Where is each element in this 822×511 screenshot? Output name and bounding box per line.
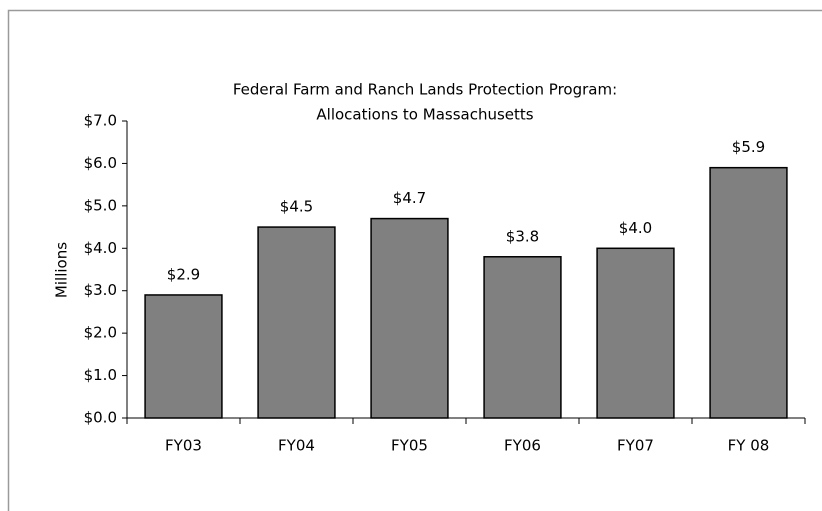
value-label: $5.9 bbox=[732, 138, 765, 156]
value-label: $4.7 bbox=[393, 189, 426, 207]
bar bbox=[144, 294, 223, 419]
y-tick-label: $0.0 bbox=[84, 409, 117, 427]
y-tick-label: $1.0 bbox=[84, 366, 117, 384]
y-tick-label: $2.0 bbox=[84, 324, 117, 342]
x-tick-label: FY07 bbox=[617, 437, 654, 455]
value-label: $4.5 bbox=[280, 198, 313, 216]
value-label: $3.8 bbox=[506, 227, 539, 245]
bar bbox=[596, 247, 675, 419]
y-tick-label: $7.0 bbox=[84, 112, 117, 130]
chart-title: Allocations to Massachusetts bbox=[316, 106, 533, 124]
x-tick-label: FY03 bbox=[165, 437, 202, 455]
x-tick-label: FY06 bbox=[504, 437, 541, 455]
bar bbox=[257, 226, 336, 419]
y-axis-label: Millions bbox=[53, 242, 71, 298]
chart-title: Federal Farm and Ranch Lands Protection … bbox=[233, 81, 617, 99]
value-label: $4.0 bbox=[619, 219, 652, 237]
y-tick-label: $4.0 bbox=[84, 239, 117, 257]
bar bbox=[709, 166, 788, 419]
bar bbox=[370, 217, 449, 419]
x-tick-label: FY 08 bbox=[728, 437, 770, 455]
x-tick-label: FY05 bbox=[391, 437, 428, 455]
x-tick-label: FY04 bbox=[278, 437, 315, 455]
y-tick-label: $3.0 bbox=[84, 281, 117, 299]
value-label: $2.9 bbox=[167, 265, 200, 283]
y-tick-label: $5.0 bbox=[84, 196, 117, 214]
bar bbox=[483, 256, 562, 419]
y-tick-label: $6.0 bbox=[84, 154, 117, 172]
